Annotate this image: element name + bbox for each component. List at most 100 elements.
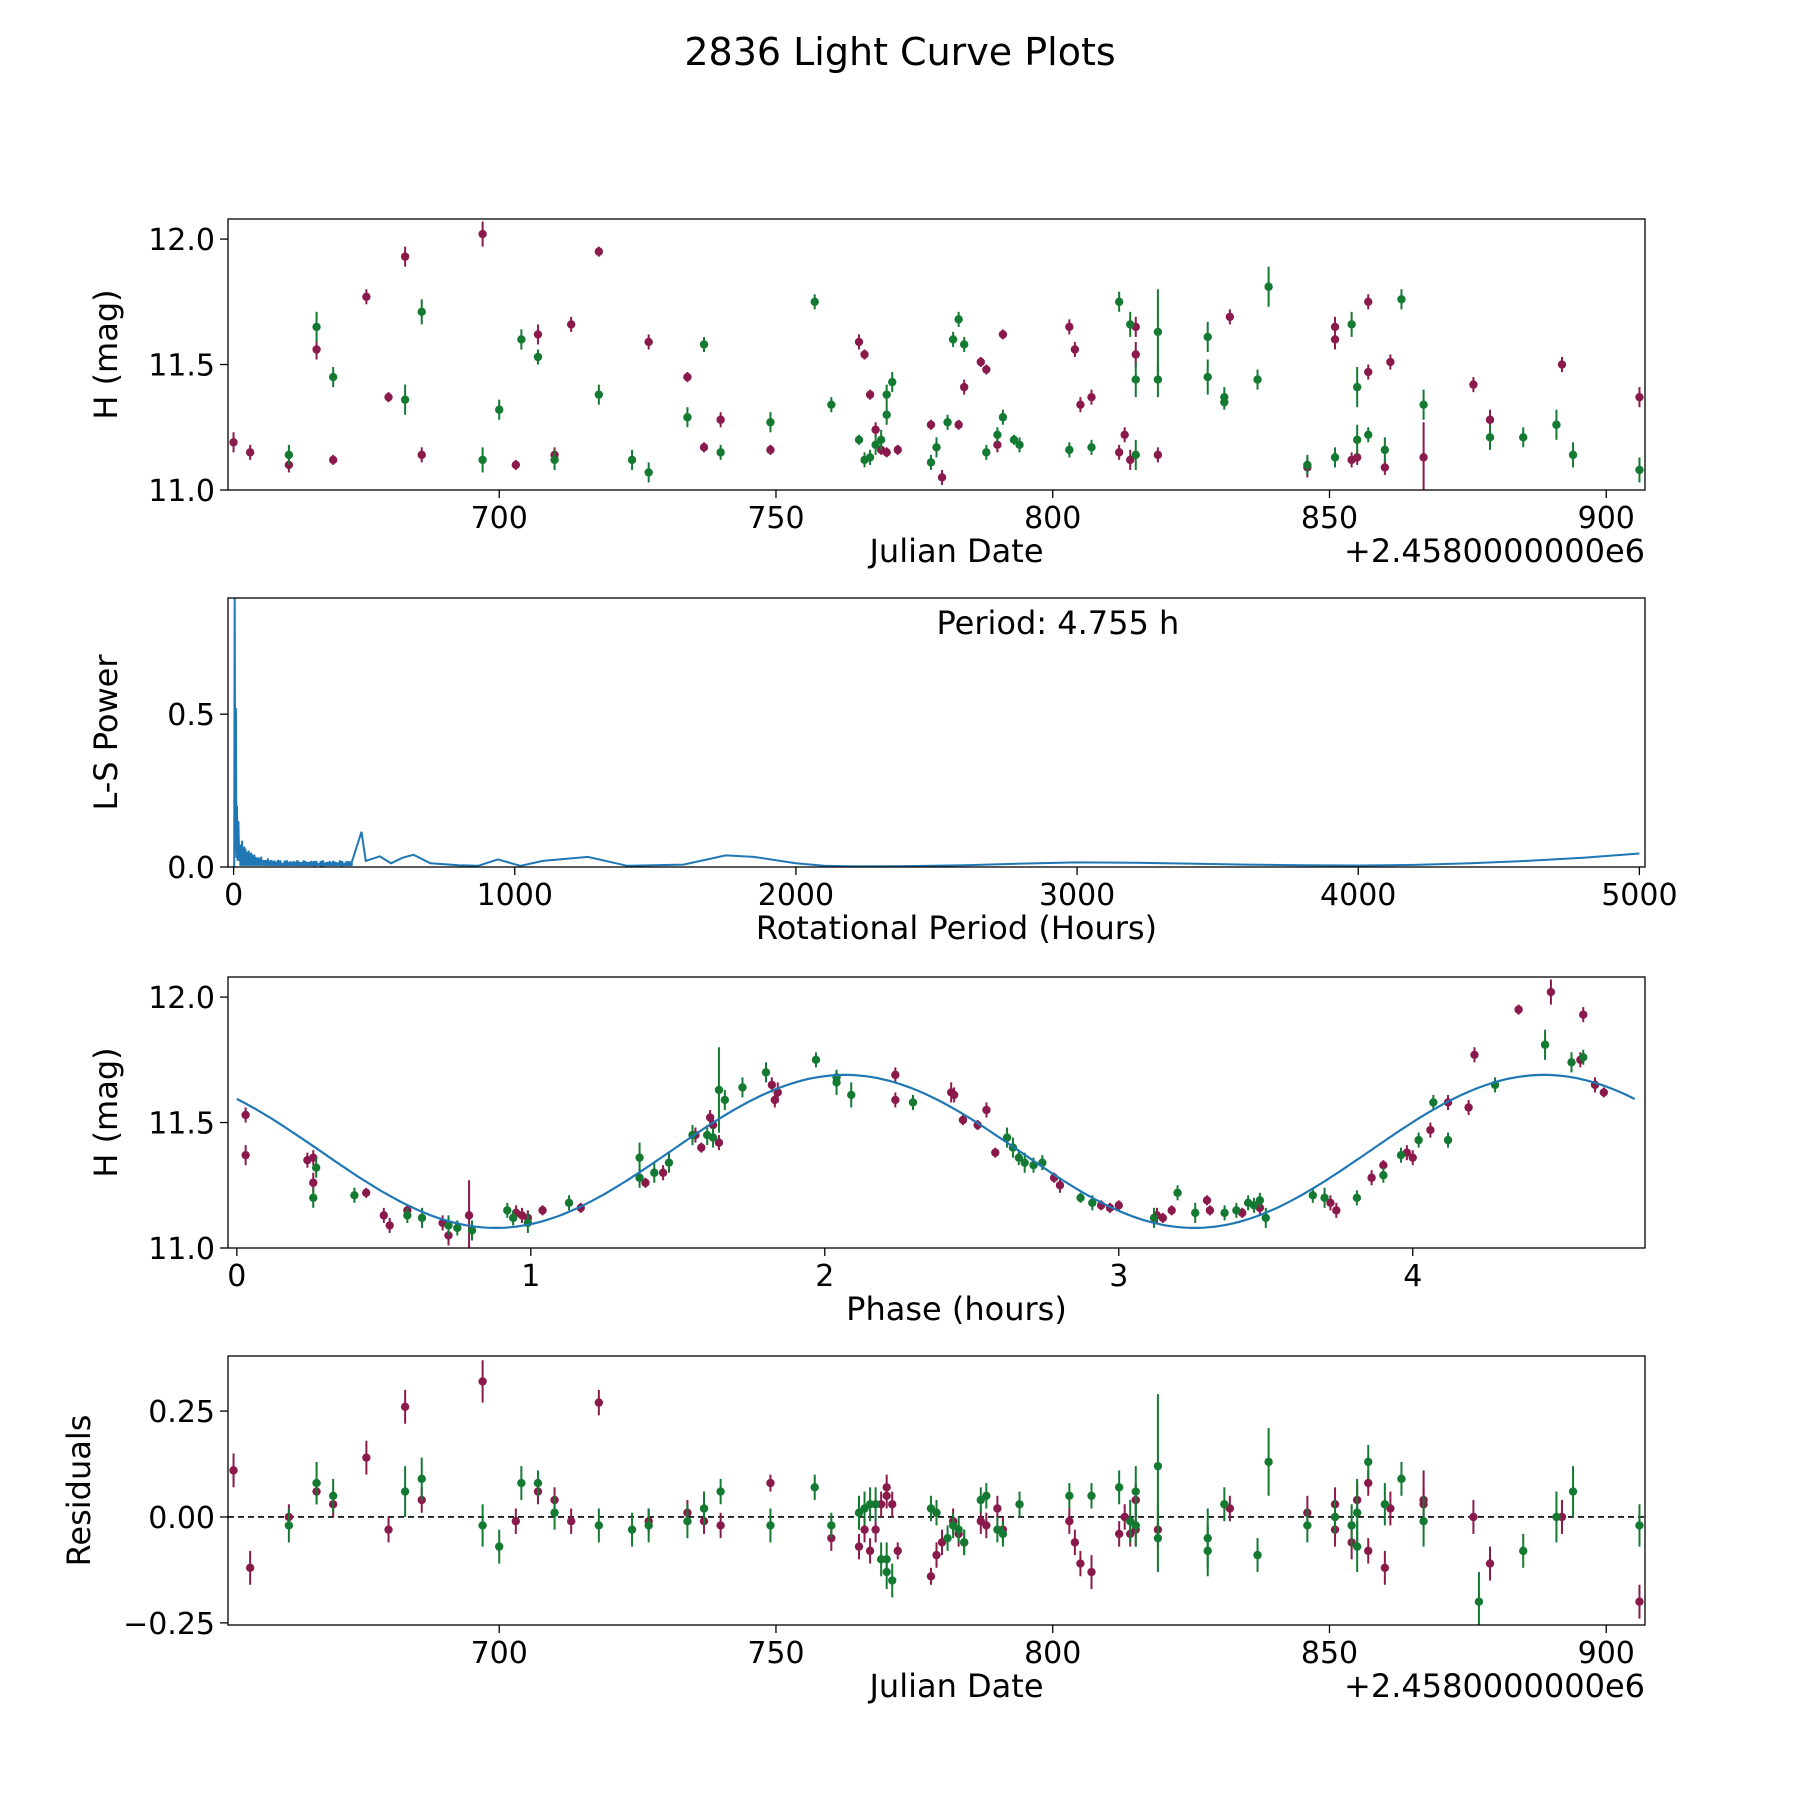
data-point	[328, 1491, 338, 1500]
data-point	[417, 1213, 427, 1223]
data-point	[959, 382, 969, 392]
y-tick-label: 12.0	[148, 223, 215, 258]
data-point	[309, 1178, 318, 1187]
data-point	[991, 1148, 1000, 1157]
data-point	[959, 340, 969, 349]
data-point	[350, 1191, 359, 1200]
x-axis-label: Rotational Period (Hours)	[756, 909, 1157, 947]
data-point	[1443, 1135, 1453, 1145]
data-point	[958, 1115, 968, 1125]
data-point	[1308, 1191, 1317, 1200]
data-point	[566, 1517, 576, 1526]
data-point	[1380, 1563, 1390, 1573]
data-point	[1009, 435, 1019, 445]
axes-frame	[227, 1355, 1646, 1626]
data-point	[1020, 1158, 1029, 1167]
data-point	[998, 413, 1008, 422]
data-point	[1203, 332, 1212, 342]
data-point	[1253, 1550, 1262, 1560]
data-point	[1191, 1208, 1200, 1218]
data-point	[511, 1517, 521, 1526]
data-point	[1261, 1213, 1270, 1223]
data-point	[1002, 1133, 1012, 1142]
x-tick-label: 800	[1024, 1636, 1081, 1671]
data-point	[882, 1491, 891, 1500]
data-point	[379, 1211, 389, 1220]
data-point	[683, 413, 692, 422]
data-point	[1364, 430, 1373, 439]
data-point	[932, 443, 941, 452]
data-point	[1474, 1597, 1484, 1606]
y-axis-label: L-S Power	[87, 654, 125, 811]
data-point	[810, 1483, 819, 1492]
series-maroon	[229, 1360, 1644, 1619]
data-point	[1364, 1478, 1373, 1488]
data-point	[1380, 463, 1390, 472]
data-point	[766, 1521, 775, 1530]
data-point	[714, 1085, 724, 1095]
data-point	[1253, 375, 1262, 384]
data-point	[627, 1525, 637, 1534]
data-point	[993, 430, 1002, 439]
data-point	[954, 420, 963, 429]
data-point	[312, 322, 321, 332]
data-point	[888, 1576, 897, 1585]
data-point	[566, 320, 576, 329]
data-point	[810, 297, 819, 307]
x-tick-label: 2	[815, 1259, 834, 1294]
x-tick-label: 4000	[1320, 878, 1396, 913]
data-point	[766, 418, 775, 427]
data-point	[1131, 1487, 1140, 1496]
data-point	[882, 390, 891, 399]
data-point	[1153, 1461, 1163, 1471]
data-point	[1131, 350, 1140, 359]
data-point	[517, 1478, 526, 1488]
data-point	[1635, 465, 1644, 475]
data-point	[954, 315, 963, 324]
data-point	[658, 1168, 668, 1177]
x-tick-label: 700	[471, 501, 528, 536]
data-point	[1202, 1196, 1212, 1205]
data-point	[876, 435, 886, 445]
series-green	[284, 1394, 1644, 1625]
data-point	[1087, 392, 1096, 402]
data-point	[1367, 1173, 1376, 1182]
data-point	[312, 1478, 321, 1488]
period-annotation: Period: 4.755 h	[937, 604, 1180, 642]
data-point	[229, 1466, 238, 1475]
panel-lightcurve: 700 750 800 850 900 11.0 11.5 12.0 Julian Date H …	[87, 218, 1646, 570]
axes-frame	[227, 597, 1646, 868]
data-point	[1397, 1474, 1406, 1484]
data-point	[982, 1491, 991, 1500]
data-point	[926, 420, 936, 429]
data-point	[1386, 357, 1395, 367]
data-point	[1552, 1512, 1561, 1522]
data-point	[1015, 440, 1024, 450]
data-point	[1364, 1457, 1373, 1467]
data-point	[926, 458, 936, 467]
data-point	[854, 435, 864, 445]
data-point	[1330, 453, 1340, 462]
data-point	[943, 1533, 952, 1543]
data-point	[1076, 400, 1085, 409]
data-point	[444, 1231, 453, 1240]
series-green	[309, 1029, 1588, 1241]
data-point	[982, 1521, 991, 1530]
data-point	[495, 1542, 504, 1551]
data-point	[1408, 1153, 1417, 1162]
data-point	[478, 1521, 487, 1530]
data-point	[893, 445, 902, 455]
data-point	[467, 1226, 477, 1235]
data-point	[1255, 1196, 1265, 1205]
data-point	[1015, 1500, 1024, 1509]
data-point	[594, 247, 604, 256]
data-point	[1352, 453, 1362, 462]
data-point	[827, 1521, 836, 1530]
data-point	[311, 1163, 321, 1172]
data-point	[699, 1504, 709, 1513]
data-point	[891, 1070, 900, 1080]
data-point	[1352, 435, 1362, 445]
data-point	[893, 1546, 902, 1556]
data-point	[959, 1538, 969, 1547]
